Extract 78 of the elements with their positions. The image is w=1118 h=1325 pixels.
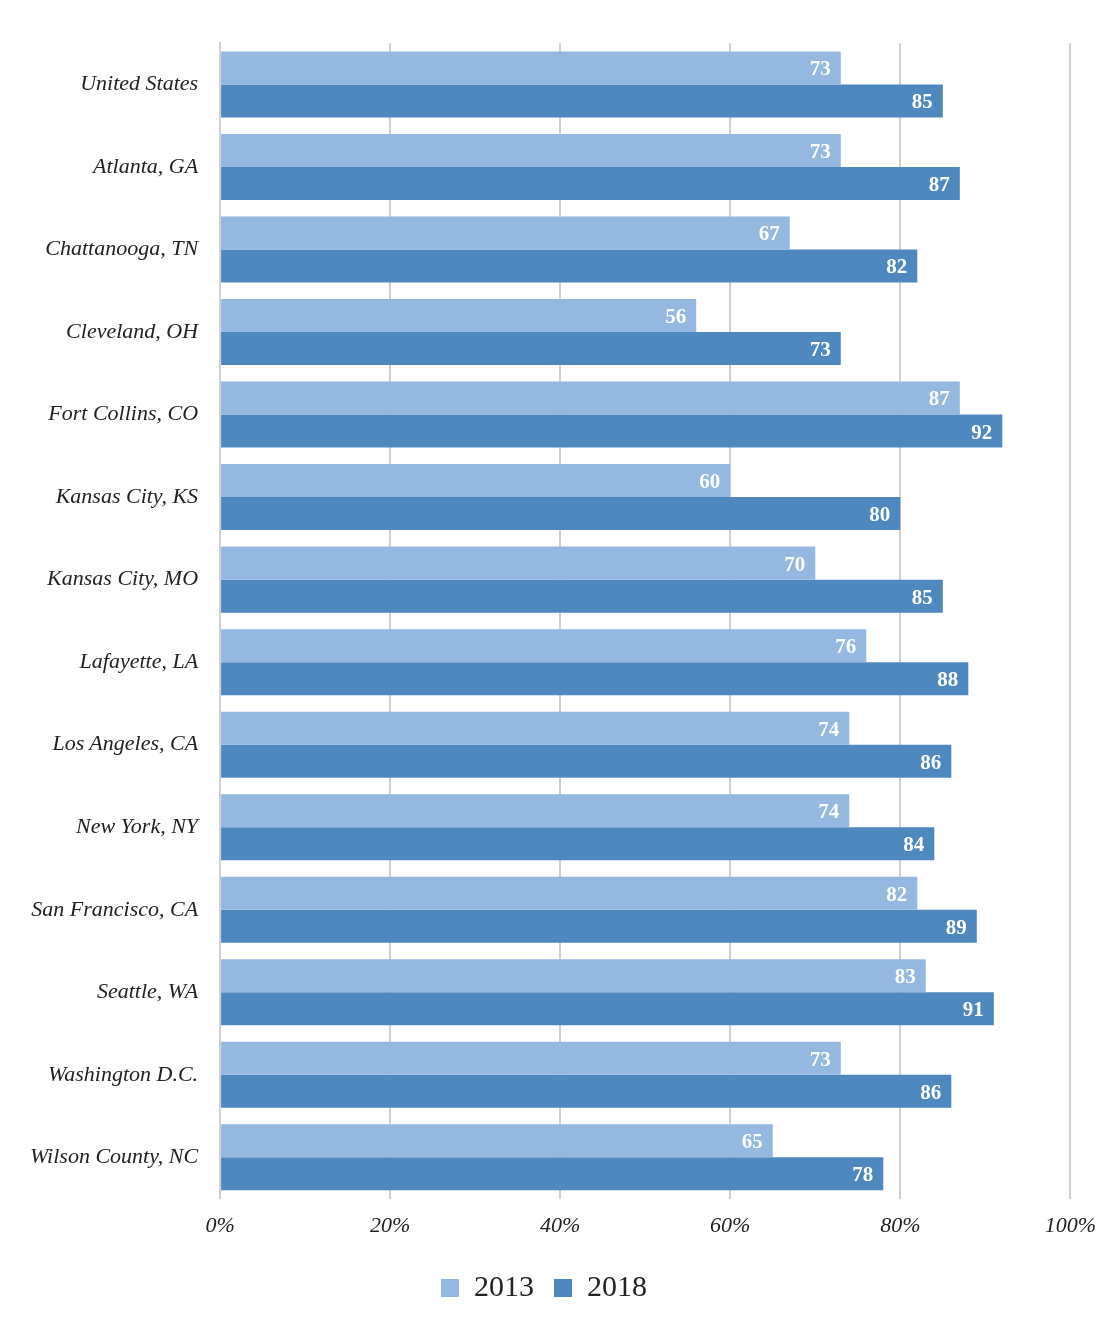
data-label: 74 [818, 799, 840, 824]
y-tick-label: Washington D.C. [47, 1060, 199, 1086]
bar [221, 959, 926, 993]
data-label: 92 [971, 419, 993, 444]
y-tick-label: Wilson County, NC [29, 1143, 199, 1169]
data-label: 82 [886, 881, 908, 906]
bar [221, 992, 994, 1026]
y-tick-label: San Francisco, CA [31, 895, 199, 921]
bar [221, 84, 943, 118]
data-label: 78 [852, 1162, 874, 1187]
bar [221, 794, 850, 828]
y-tick-label: Cleveland, OH [66, 317, 200, 343]
bar [221, 497, 901, 531]
data-label: 91 [962, 997, 984, 1022]
data-label: 73 [809, 138, 831, 163]
y-tick-label: Seattle, WA [96, 978, 199, 1004]
bar [221, 464, 731, 498]
y-tick-label: Chattanooga, TN [45, 235, 200, 261]
bar [221, 249, 918, 283]
data-label: 84 [903, 832, 925, 857]
bar [221, 744, 952, 778]
legend-label: 2013 [474, 1268, 534, 1302]
bar [221, 216, 790, 250]
x-tick-label: 0% [205, 1211, 235, 1237]
data-label: 73 [809, 56, 831, 81]
data-label: 88 [937, 667, 959, 692]
legend-label: 2018 [587, 1268, 647, 1302]
bar [221, 546, 816, 580]
y-tick-label: United States [80, 70, 199, 96]
data-label: 82 [886, 254, 908, 279]
bar [221, 133, 841, 167]
data-label: 60 [699, 469, 721, 494]
bar [221, 579, 943, 613]
bar [221, 381, 960, 415]
data-label: 65 [741, 1129, 763, 1154]
x-tick-label: 80% [880, 1211, 921, 1237]
data-label: 76 [835, 634, 857, 659]
bar [221, 332, 841, 366]
data-label: 86 [920, 749, 942, 774]
data-label: 86 [920, 1079, 942, 1104]
bar [221, 662, 969, 696]
y-tick-label: Kansas City, KS [54, 482, 199, 508]
y-tick-label: Kansas City, MO [46, 565, 199, 591]
x-tick-label: 60% [710, 1211, 751, 1237]
bar [221, 414, 1003, 448]
data-label: 85 [911, 89, 933, 114]
data-label: 56 [665, 303, 687, 328]
x-tick-label: 40% [540, 1211, 581, 1237]
data-label: 87 [928, 386, 950, 411]
x-tick-label: 20% [369, 1211, 411, 1237]
y-tick-label: Los Angeles, CA [51, 730, 199, 756]
x-tick-label: 100% [1044, 1211, 1096, 1237]
data-label: 67 [758, 221, 780, 246]
data-label: 80 [869, 502, 891, 527]
data-label: 87 [928, 171, 950, 196]
bar [221, 827, 935, 861]
bar [221, 909, 977, 943]
bar [221, 1041, 841, 1075]
data-label: 70 [784, 551, 806, 576]
data-label: 74 [818, 716, 840, 741]
y-tick-label: New York, NY [75, 813, 201, 838]
bar [221, 876, 918, 910]
y-tick-label: Lafayette, LA [78, 647, 199, 673]
y-tick-label: Atlanta, GA [90, 152, 199, 178]
y-tick-label: Fort Collins, CO [47, 400, 199, 426]
bar [221, 299, 697, 333]
bar [221, 1074, 952, 1108]
bar [221, 1124, 773, 1158]
data-label: 89 [945, 914, 967, 939]
bar [221, 629, 867, 663]
bar [221, 166, 960, 200]
bar [221, 51, 841, 85]
bar [221, 711, 850, 745]
data-label: 85 [911, 584, 933, 609]
bar [221, 1157, 884, 1191]
data-label: 83 [894, 964, 916, 989]
data-label: 73 [809, 1046, 831, 1071]
data-label: 73 [809, 336, 831, 361]
